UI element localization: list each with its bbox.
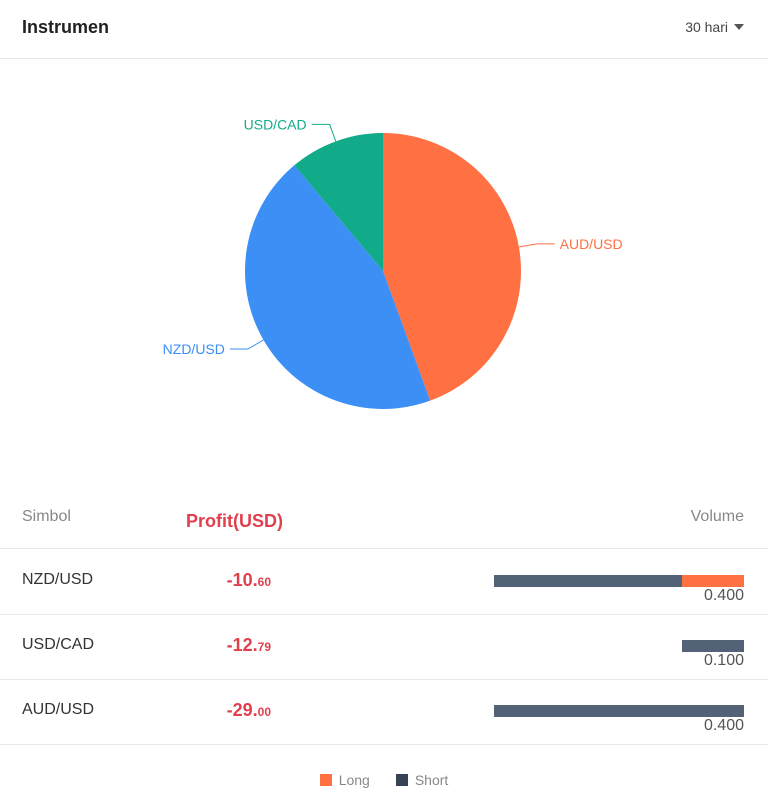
legend-label-long: Long [338,772,370,788]
pie-label: AUD/USD [560,236,623,252]
pie-slice-nzd-usd[interactable] [244,165,431,409]
period-dropdown[interactable]: 30 hari [685,19,744,35]
pie-slice-aud-usd[interactable] [383,133,522,401]
pie-leader-line [229,339,264,350]
pie-leader-line [518,243,555,248]
table-row[interactable]: USD/CAD -12.79 0.100 [0,614,768,680]
row-symbol: NZD/USD [22,571,94,588]
header-symbol: Simbol [22,508,71,525]
legend-swatch-long [319,774,332,786]
pie-leader-line [311,123,337,142]
pie-label: USD/CAD [244,116,307,132]
row-profit: -10.60 [226,570,271,590]
caret-down-icon [734,24,744,30]
pie-slice-usd-cad[interactable] [294,133,383,271]
volume-short-bar [681,640,744,652]
legend-swatch-short [395,774,408,786]
legend-item-short[interactable]: Short [395,770,449,790]
row-profit: -29.00 [226,700,271,720]
row-volume: 0.400 [703,717,744,734]
legend-item-long[interactable]: Long [319,770,370,790]
row-volume: 0.400 [703,587,744,604]
legend-label-short: Short [414,772,449,788]
volume-short-bar [494,575,682,587]
period-label: 30 hari [685,19,728,35]
legend: Long Short [0,770,768,790]
header-profit: Profit(USD) [186,511,283,531]
header-volume: Volume [690,508,744,525]
table-row[interactable]: AUD/USD -29.00 0.400 [0,679,768,745]
volume-long-bar [681,575,744,587]
table-header: Simbol Profit(USD) Volume [0,490,768,549]
pie-chart: AUD/USD NZD/USD USD/CAD [163,116,623,409]
row-symbol: AUD/USD [22,701,95,718]
row-volume: 0.100 [703,652,744,669]
pie-label: NZD/USD [163,341,225,357]
row-symbol: USD/CAD [22,636,95,653]
volume-short-bar [494,705,744,717]
header: Instrumen 30 hari [0,0,768,59]
table-row[interactable]: NZD/USD -10.60 0.400 [0,549,768,615]
page-title: Instrumen [22,17,110,37]
row-profit: -12.79 [226,635,271,655]
